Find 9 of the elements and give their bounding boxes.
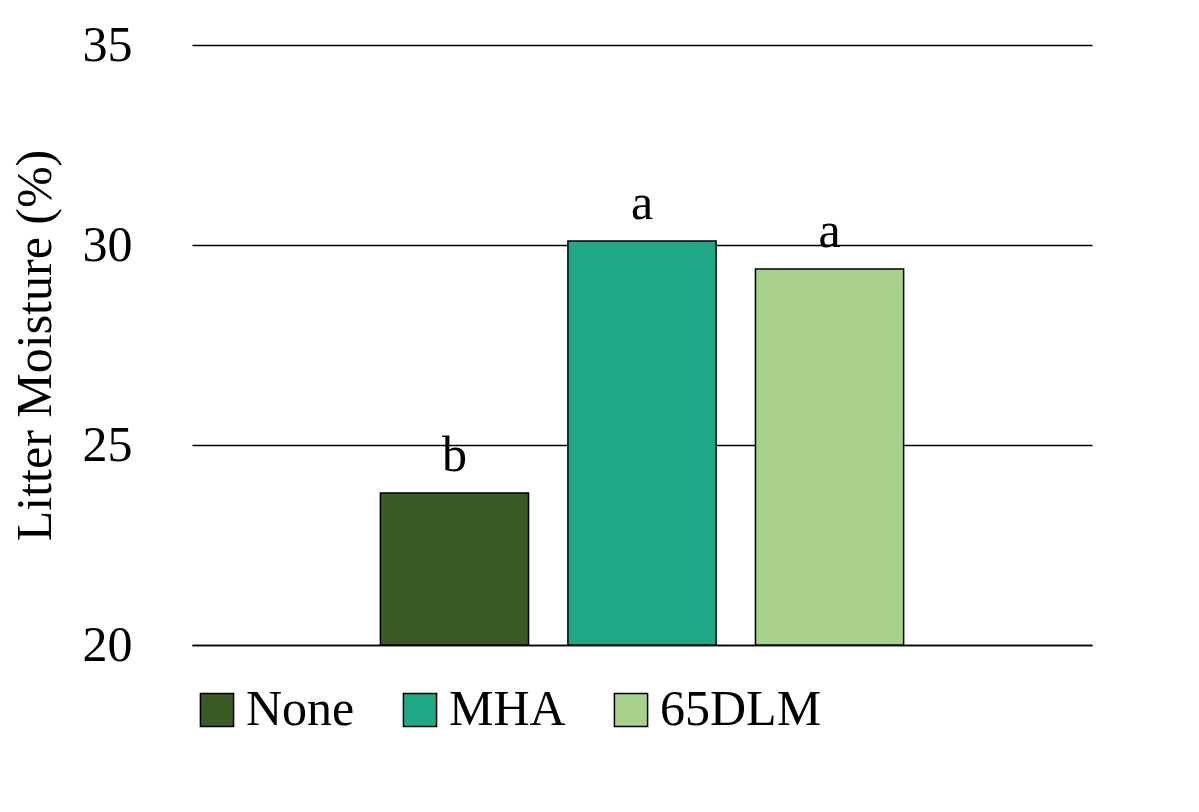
legend-label: MHA xyxy=(449,680,566,736)
legend-label: 65DLM xyxy=(660,680,822,736)
y-tick-label: 25 xyxy=(82,415,133,472)
y-axis-title: Litter Moisture (%) xyxy=(5,149,62,542)
annotation: a xyxy=(630,174,654,230)
y-tick-label: 20 xyxy=(82,615,133,672)
y-tick-label: 35 xyxy=(82,15,133,72)
y-tick-label: 30 xyxy=(82,215,133,272)
legend-label: None xyxy=(246,680,355,736)
